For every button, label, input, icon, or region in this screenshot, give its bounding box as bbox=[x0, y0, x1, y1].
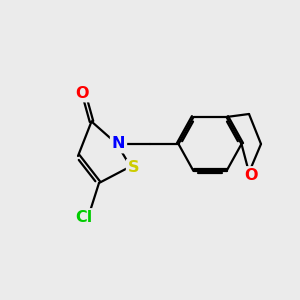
Text: O: O bbox=[76, 85, 89, 100]
Text: N: N bbox=[112, 136, 125, 152]
Text: S: S bbox=[128, 160, 139, 175]
Text: Cl: Cl bbox=[75, 210, 93, 225]
Text: O: O bbox=[244, 168, 257, 183]
